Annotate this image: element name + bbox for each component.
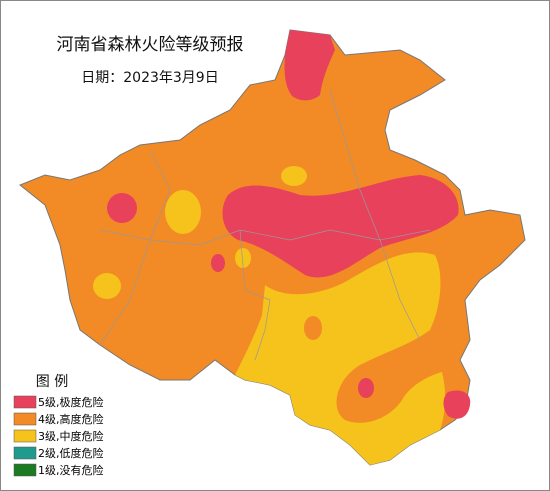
region-level-5 — [284, 30, 335, 101]
legend-swatch — [13, 429, 37, 443]
legend-label: 2级,低度危险 — [38, 446, 104, 460]
legend: 5级,极度危险 4级,高度危险 3级,中度危险 2级,低度危险 1级,没有危险 — [13, 395, 104, 477]
region-level-5 — [211, 254, 225, 272]
region-level-3 — [235, 252, 446, 465]
legend-swatch — [13, 395, 37, 409]
region-level-3 — [165, 190, 201, 234]
legend-label: 5级,极度危险 — [38, 395, 104, 409]
region-level-3 — [93, 273, 121, 299]
legend-swatch — [13, 463, 37, 477]
county-lines — [99, 89, 431, 361]
legend-title: 图 例 — [36, 374, 68, 390]
region-level-5 — [222, 175, 459, 278]
region-level-3 — [235, 248, 251, 268]
region-level-4 — [286, 102, 314, 134]
region-level-4 — [304, 316, 322, 340]
region-level-5 — [443, 390, 471, 419]
region-level-5 — [107, 193, 137, 223]
legend-label: 3级,中度危险 — [38, 429, 104, 443]
legend-swatch — [13, 412, 37, 426]
legend-swatch — [13, 446, 37, 460]
region-level-3 — [406, 280, 434, 316]
region-level-3 — [281, 166, 307, 186]
map-date: 日期：2023年3月9日 — [81, 70, 218, 86]
region-level-5 — [358, 378, 374, 398]
legend-label: 1级,没有危险 — [38, 463, 104, 477]
legend-label: 4级,高度危险 — [38, 412, 104, 426]
map-title: 河南省森林火险等级预报 — [57, 35, 244, 55]
